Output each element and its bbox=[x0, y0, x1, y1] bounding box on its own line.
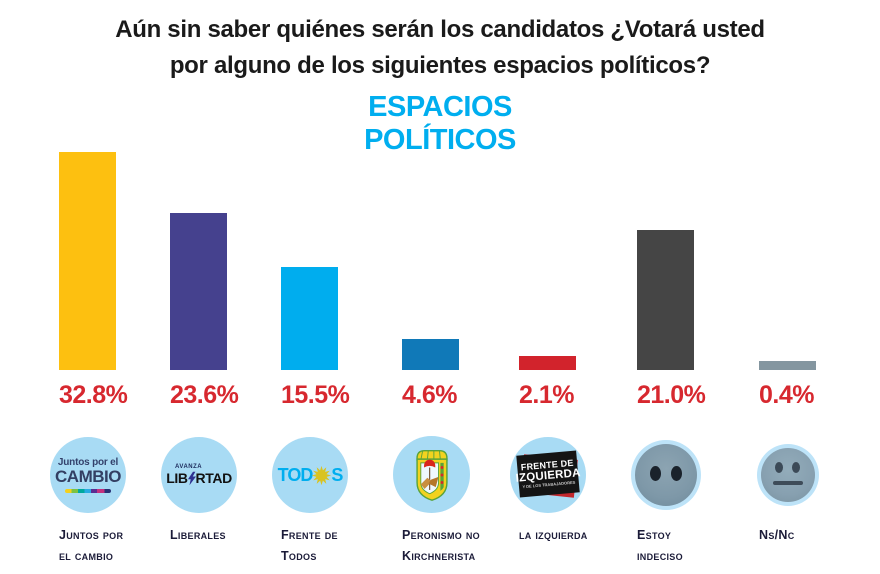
left-eye-icon bbox=[650, 466, 661, 481]
value-label-frente-de-todos: 15.5% bbox=[281, 381, 350, 409]
juntos-por-el-cambio-logo-icon: Juntos por el CAMBIO bbox=[50, 437, 126, 513]
chart-title-line2: POLÍTICOS bbox=[364, 124, 516, 156]
bar-peronismo-no-kirchnerista bbox=[402, 339, 459, 370]
value-label-estoy-indeciso: 21.0% bbox=[637, 381, 706, 409]
escudo-peronista-logo-icon bbox=[393, 436, 470, 513]
sun-star-icon bbox=[312, 465, 332, 485]
peronist-shield-icon bbox=[415, 449, 448, 501]
fit-logo-wrap: FRENTE DE IZQUIERDA Y DE LOS TRABAJADORE… bbox=[515, 450, 581, 499]
libertad-left-text: LIB bbox=[166, 470, 188, 486]
category-label-line: el cambio bbox=[59, 549, 114, 563]
chart-title: ESPACIOS POLÍTICOS bbox=[0, 91, 880, 157]
avanza-text: AVANZA bbox=[175, 464, 203, 470]
category-label-line: la izquierda bbox=[519, 528, 588, 542]
right-eye-icon bbox=[671, 466, 682, 481]
bar-la-izquierda bbox=[519, 356, 576, 370]
category-label-liberales: Liberales bbox=[170, 525, 302, 546]
category-label-line: Todos bbox=[281, 549, 317, 563]
value-label-liberales: 23.6% bbox=[170, 381, 239, 409]
jxc-logo-big-text: CAMBIO bbox=[55, 467, 121, 486]
neutral-face-icon bbox=[761, 448, 815, 502]
category-label-juntos-por-el-cambio: Juntos por el cambio bbox=[59, 525, 191, 567]
frente-de-todos-logo-icon: TOD S bbox=[272, 437, 348, 513]
value-label-juntos-por-el-cambio: 32.8% bbox=[59, 381, 128, 409]
category-label-line: Frente de bbox=[281, 528, 338, 542]
category-label-ns-nc: Ns/Nc bbox=[759, 525, 880, 546]
bar-chart bbox=[59, 152, 816, 370]
category-label-la-izquierda: la izquierda bbox=[519, 525, 651, 546]
bar-ns-nc bbox=[759, 361, 816, 370]
frente-de-izquierda-logo-icon: FRENTE DE IZQUIERDA Y DE LOS TRABAJADORE… bbox=[510, 437, 586, 513]
jxc-logo-small-text: Juntos por el bbox=[57, 457, 119, 468]
page-title-line1: Aún sin saber quiénes serán los candidat… bbox=[115, 16, 765, 43]
category-label-estoy-indeciso: Estoy indeciso bbox=[637, 525, 769, 567]
value-label-la-izquierda: 2.1% bbox=[519, 381, 574, 409]
category-label-line: Peronismo no bbox=[402, 528, 480, 542]
category-label-peronismo-no-kirchnerista: Peronismo no Kirchnerista bbox=[402, 525, 534, 567]
page-title: Aún sin saber quiénes serán los candidat… bbox=[0, 12, 880, 84]
value-label-peronismo-no-kirchnerista: 4.6% bbox=[402, 381, 457, 409]
category-label-line: Kirchnerista bbox=[402, 549, 476, 563]
chart-title-line1: ESPACIOS bbox=[368, 91, 512, 123]
bar-estoy-indeciso bbox=[637, 230, 694, 370]
category-label-line: Juntos por bbox=[59, 528, 124, 542]
rainbow-stripe-icon bbox=[65, 489, 111, 493]
right-eye-icon bbox=[792, 462, 800, 473]
value-label-ns-nc: 0.4% bbox=[759, 381, 814, 409]
libertad-right-text: RTAD bbox=[195, 470, 233, 486]
straight-mouth-icon bbox=[773, 481, 803, 485]
left-eye-icon bbox=[775, 462, 783, 473]
bar-juntos-por-el-cambio bbox=[59, 152, 116, 370]
todos-left-text: TOD bbox=[277, 464, 314, 485]
bar-frente-de-todos bbox=[281, 267, 338, 370]
category-label-line: indeciso bbox=[637, 549, 683, 563]
face-no-mouth-icon bbox=[635, 444, 697, 506]
estoy-indeciso-face-icon bbox=[631, 440, 701, 510]
category-label-line: Liberales bbox=[170, 528, 226, 542]
todos-right-text: S bbox=[331, 464, 343, 485]
lightning-bolt-icon bbox=[187, 471, 196, 485]
category-label-line: Estoy bbox=[637, 528, 672, 542]
bar-liberales bbox=[170, 213, 227, 370]
category-label-frente-de-todos: Frente de Todos bbox=[281, 525, 413, 567]
page-title-line2: por alguno de los siguientes espacios po… bbox=[169, 52, 711, 79]
libertad-text-row: LIB RTAD bbox=[166, 470, 232, 486]
ns-nc-face-icon bbox=[757, 444, 819, 506]
category-label-line: Ns/Nc bbox=[759, 528, 795, 542]
fit-black-box: FRENTE DE IZQUIERDA Y DE LOS TRABAJADORE… bbox=[515, 450, 581, 498]
todos-text-row: TOD S bbox=[278, 465, 343, 486]
avanza-libertad-logo-icon: AVANZA LIB RTAD bbox=[161, 437, 237, 513]
